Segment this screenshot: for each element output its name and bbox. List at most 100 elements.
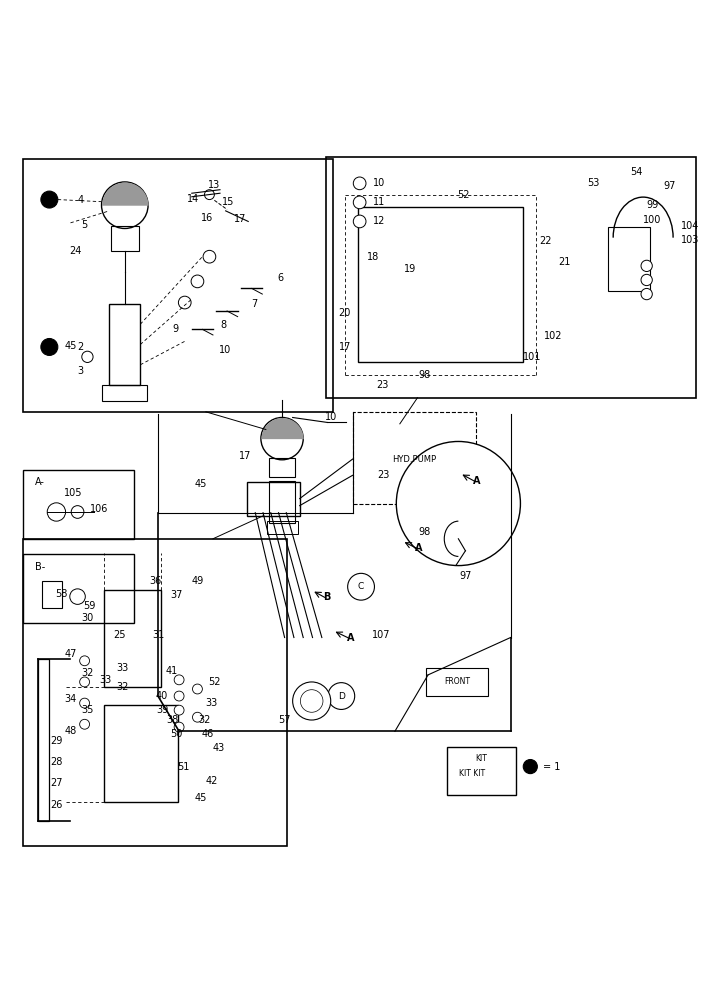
Text: 18: 18: [367, 252, 379, 262]
Text: 51: 51: [177, 762, 190, 772]
Text: 52: 52: [208, 677, 221, 687]
Text: 100: 100: [643, 215, 661, 225]
Text: D: D: [338, 692, 345, 701]
Circle shape: [300, 690, 323, 712]
Text: 5: 5: [81, 220, 88, 230]
Text: 97: 97: [663, 181, 675, 191]
Circle shape: [174, 705, 184, 715]
Bar: [23, 554, 134, 623]
Bar: [447, 747, 516, 795]
Text: 54: 54: [630, 167, 642, 177]
Bar: [110, 226, 139, 251]
Bar: [23, 159, 333, 412]
Circle shape: [641, 274, 652, 286]
Text: 33: 33: [117, 663, 129, 673]
Text: 97: 97: [459, 571, 472, 581]
Circle shape: [41, 339, 58, 355]
Bar: [247, 482, 299, 516]
Text: A: A: [415, 543, 423, 553]
Text: 32: 32: [81, 668, 93, 678]
Circle shape: [353, 215, 366, 228]
Text: 2: 2: [77, 342, 84, 352]
Text: A: A: [473, 476, 481, 486]
Circle shape: [174, 691, 184, 701]
Text: 7: 7: [251, 299, 257, 309]
Circle shape: [193, 684, 202, 694]
Text: 10: 10: [372, 178, 385, 188]
Text: 27: 27: [50, 778, 62, 788]
Circle shape: [80, 656, 89, 666]
Text: 12: 12: [372, 216, 385, 226]
Text: 59: 59: [84, 601, 96, 611]
Circle shape: [47, 503, 66, 521]
Circle shape: [292, 682, 331, 720]
Text: 102: 102: [544, 331, 562, 341]
Text: 36: 36: [149, 576, 161, 586]
Bar: [358, 207, 523, 362]
Circle shape: [80, 698, 89, 708]
Bar: [266, 521, 297, 534]
Text: 41: 41: [166, 666, 178, 676]
Text: 23: 23: [376, 380, 389, 390]
Text: 11: 11: [372, 197, 385, 207]
Text: 9: 9: [173, 324, 178, 334]
Text: 45: 45: [64, 341, 76, 351]
Text: 33: 33: [205, 698, 217, 708]
Text: 45: 45: [194, 479, 207, 489]
Text: 49: 49: [191, 576, 204, 586]
Bar: [42, 581, 62, 608]
Circle shape: [80, 677, 89, 687]
Circle shape: [328, 683, 355, 709]
Bar: [102, 385, 147, 401]
Text: 58: 58: [55, 589, 67, 599]
Text: 10: 10: [325, 412, 338, 422]
Text: 20: 20: [338, 308, 351, 318]
Text: 31: 31: [152, 630, 164, 640]
Text: 13: 13: [208, 180, 220, 190]
Text: 107: 107: [372, 630, 390, 640]
Circle shape: [261, 417, 303, 460]
Text: 33: 33: [100, 675, 112, 685]
Text: 32: 32: [117, 682, 129, 692]
Text: 24: 24: [69, 246, 81, 256]
Bar: [23, 470, 134, 539]
Text: 40: 40: [156, 691, 169, 701]
Bar: [608, 227, 650, 291]
Text: 98: 98: [418, 370, 430, 380]
Text: 103: 103: [681, 235, 700, 245]
Text: C: C: [358, 582, 364, 591]
Circle shape: [205, 190, 215, 200]
Bar: [23, 539, 287, 846]
Text: 29: 29: [50, 736, 62, 746]
Text: 48: 48: [64, 726, 76, 736]
Text: 17: 17: [234, 214, 246, 224]
Text: 15: 15: [222, 197, 234, 207]
Circle shape: [641, 288, 652, 300]
Bar: [326, 157, 696, 398]
Text: 21: 21: [558, 257, 571, 267]
Text: 10: 10: [219, 345, 231, 355]
Text: 101: 101: [523, 352, 541, 362]
Circle shape: [641, 260, 652, 272]
Text: 43: 43: [212, 743, 224, 753]
Text: 106: 106: [89, 504, 108, 514]
Circle shape: [174, 675, 184, 685]
Circle shape: [191, 275, 204, 288]
Text: A: A: [347, 633, 354, 643]
Circle shape: [72, 506, 84, 518]
Text: 17: 17: [338, 342, 351, 352]
Text: 25: 25: [113, 630, 126, 640]
Text: A-: A-: [35, 477, 45, 487]
Text: 14: 14: [187, 194, 200, 204]
Text: 35: 35: [81, 705, 93, 715]
Circle shape: [396, 441, 520, 566]
Circle shape: [203, 250, 216, 263]
Text: 52: 52: [457, 190, 469, 200]
Text: 8: 8: [220, 320, 227, 330]
Bar: [103, 705, 178, 802]
Circle shape: [70, 589, 85, 604]
Circle shape: [82, 351, 93, 362]
Text: 98: 98: [418, 527, 430, 537]
Text: B-: B-: [35, 562, 45, 572]
Text: FRONT: FRONT: [444, 677, 470, 686]
